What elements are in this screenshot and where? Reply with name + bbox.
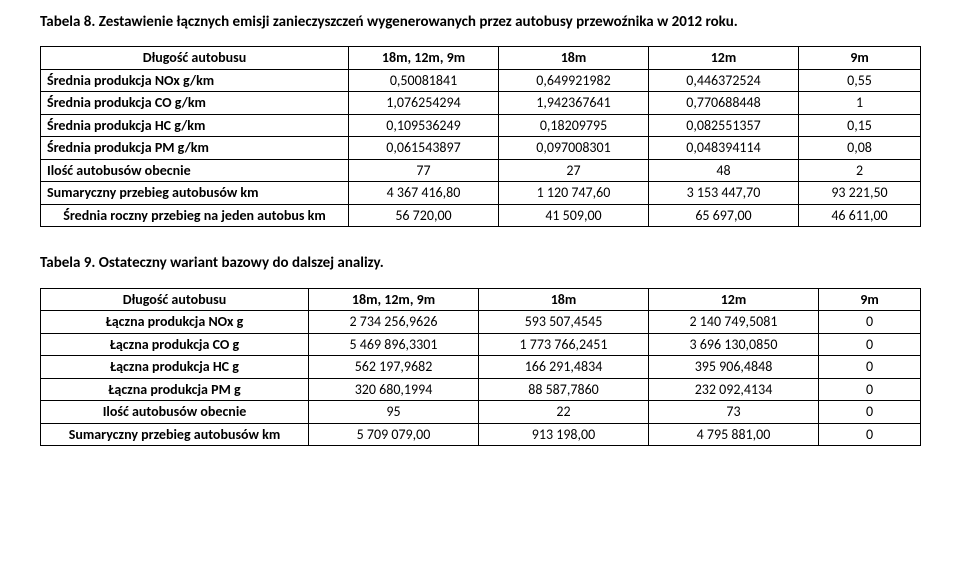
table-row: Średnia roczny przebieg na jeden autobus…	[41, 204, 921, 227]
cell: 5 709 079,00	[309, 423, 479, 446]
cell: 1,942367641	[499, 92, 649, 115]
cell: 0,446372524	[649, 69, 799, 92]
table-row: Długość autobusu 18m, 12m, 9m 18m 12m 9m	[41, 47, 921, 70]
cell: 2 734 256,9626	[309, 311, 479, 334]
cell: 913 198,00	[479, 423, 649, 446]
table-row: Łączna produkcja NOx g 2 734 256,9626 59…	[41, 311, 921, 334]
row-label: Sumaryczny przebieg autobusów km	[41, 423, 309, 446]
cell: 27	[499, 159, 649, 182]
table9-caption: Tabela 9. Ostateczny wariant bazowy do d…	[40, 253, 920, 273]
cell: 65 697,00	[649, 204, 799, 227]
cell: 73	[649, 401, 819, 424]
row-label: Średnia produkcja HC g/km	[41, 114, 349, 137]
cell: 2 140 749,5081	[649, 311, 819, 334]
cell: 0,55	[799, 69, 921, 92]
row-label: Średnia produkcja CO g/km	[41, 92, 349, 115]
cell: 5 469 896,3301	[309, 333, 479, 356]
cell: 395 906,4848	[649, 356, 819, 379]
cell: 0,061543897	[349, 137, 499, 160]
row-label: Ilość autobusów obecnie	[41, 159, 349, 182]
col-header: 18m	[499, 47, 649, 70]
cell: 0,15	[799, 114, 921, 137]
col-header: 12m	[649, 288, 819, 311]
cell: 232 092,4134	[649, 378, 819, 401]
cell: 0,048394114	[649, 137, 799, 160]
row-label: Ilość autobusów obecnie	[41, 401, 309, 424]
table8-caption: Tabela 8. Zestawienie łącznych emisji za…	[40, 12, 920, 32]
col-header: Długość autobusu	[41, 47, 349, 70]
table-row: Sumaryczny przebieg autobusów km 4 367 4…	[41, 182, 921, 205]
cell: 0	[819, 311, 921, 334]
row-label: Średnia produkcja PM g/km	[41, 137, 349, 160]
cell: 46 611,00	[799, 204, 921, 227]
col-header: 18m, 12m, 9m	[309, 288, 479, 311]
cell: 0,082551357	[649, 114, 799, 137]
cell: 1 120 747,60	[499, 182, 649, 205]
table-row: Łączna produkcja CO g 5 469 896,3301 1 7…	[41, 333, 921, 356]
col-header: 9m	[819, 288, 921, 311]
cell: 0,097008301	[499, 137, 649, 160]
table-row: Długość autobusu 18m, 12m, 9m 18m 12m 9m	[41, 288, 921, 311]
cell: 41 509,00	[499, 204, 649, 227]
cell: 4 795 881,00	[649, 423, 819, 446]
row-label: Łączna produkcja CO g	[41, 333, 309, 356]
table9-caption-text: Ostateczny wariant bazowy do dalszej ana…	[95, 254, 383, 272]
cell: 0,18209795	[499, 114, 649, 137]
cell: 77	[349, 159, 499, 182]
row-label: Łączna produkcja HC g	[41, 356, 309, 379]
cell: 48	[649, 159, 799, 182]
table-row: Ilość autobusów obecnie 77 27 48 2	[41, 159, 921, 182]
cell: 0	[819, 423, 921, 446]
cell: 0,770688448	[649, 92, 799, 115]
cell: 320 680,1994	[309, 378, 479, 401]
table-row: Średnia produkcja PM g/km 0,061543897 0,…	[41, 137, 921, 160]
table-row: Ilość autobusów obecnie 95 22 73 0	[41, 401, 921, 424]
cell: 0,50081841	[349, 69, 499, 92]
cell: 0	[819, 333, 921, 356]
row-label: Łączna produkcja PM g	[41, 378, 309, 401]
row-label: Średnia roczny przebieg na jeden autobus…	[41, 204, 349, 227]
table9: Długość autobusu 18m, 12m, 9m 18m 12m 9m…	[40, 288, 921, 447]
cell: 0,649921982	[499, 69, 649, 92]
cell: 166 291,4834	[479, 356, 649, 379]
cell: 4 367 416,80	[349, 182, 499, 205]
table9-caption-label: Tabela 9.	[40, 254, 95, 272]
table-row: Średnia produkcja CO g/km 1,076254294 1,…	[41, 92, 921, 115]
cell: 0	[819, 356, 921, 379]
row-label: Łączna produkcja NOx g	[41, 311, 309, 334]
col-header: 9m	[799, 47, 921, 70]
cell: 93 221,50	[799, 182, 921, 205]
table8-caption-label: Tabela 8.	[40, 13, 95, 31]
cell: 1,076254294	[349, 92, 499, 115]
cell: 1 773 766,2451	[479, 333, 649, 356]
row-label: Średnia produkcja NOx g/km	[41, 69, 349, 92]
table-row: Średnia produkcja HC g/km 0,109536249 0,…	[41, 114, 921, 137]
cell: 56 720,00	[349, 204, 499, 227]
cell: 95	[309, 401, 479, 424]
cell: 0	[819, 401, 921, 424]
col-header: 18m	[479, 288, 649, 311]
cell: 3 153 447,70	[649, 182, 799, 205]
cell: 593 507,4545	[479, 311, 649, 334]
cell: 1	[799, 92, 921, 115]
cell: 0,109536249	[349, 114, 499, 137]
col-header: Długość autobusu	[41, 288, 309, 311]
table8: Długość autobusu 18m, 12m, 9m 18m 12m 9m…	[40, 46, 921, 227]
table-row: Średnia produkcja NOx g/km 0,50081841 0,…	[41, 69, 921, 92]
col-header: 12m	[649, 47, 799, 70]
col-header: 18m, 12m, 9m	[349, 47, 499, 70]
cell: 3 696 130,0850	[649, 333, 819, 356]
table-row: Łączna produkcja PM g 320 680,1994 88 58…	[41, 378, 921, 401]
cell: 562 197,9682	[309, 356, 479, 379]
cell: 2	[799, 159, 921, 182]
table-row: Sumaryczny przebieg autobusów km 5 709 0…	[41, 423, 921, 446]
table-row: Łączna produkcja HC g 562 197,9682 166 2…	[41, 356, 921, 379]
cell: 0,08	[799, 137, 921, 160]
table8-caption-text: Zestawienie łącznych emisji zanieczyszcz…	[95, 13, 737, 31]
cell: 88 587,7860	[479, 378, 649, 401]
row-label: Sumaryczny przebieg autobusów km	[41, 182, 349, 205]
cell: 0	[819, 378, 921, 401]
cell: 22	[479, 401, 649, 424]
